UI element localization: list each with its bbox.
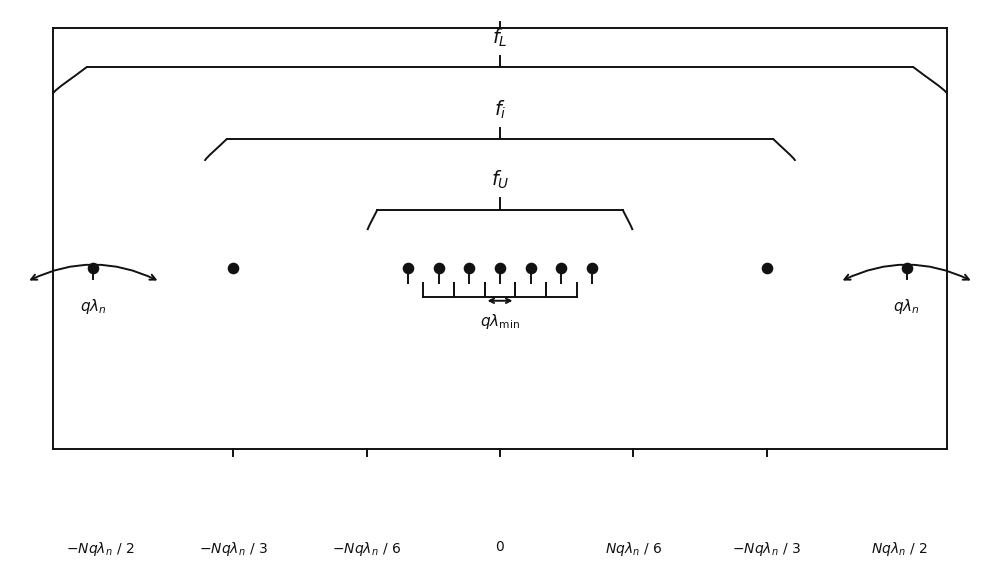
Point <box>759 264 775 273</box>
Text: $0$: $0$ <box>495 540 505 554</box>
Point <box>431 264 447 273</box>
Text: $q\lambda_n$: $q\lambda_n$ <box>80 297 107 316</box>
Point <box>461 264 477 273</box>
Text: $Nq\lambda_n\ /\ 6$: $Nq\lambda_n\ /\ 6$ <box>605 540 662 558</box>
Text: $-Nq\lambda_n\ /\ 3$: $-Nq\lambda_n\ /\ 3$ <box>732 540 801 558</box>
Text: $q\lambda_{\rm min}$: $q\lambda_{\rm min}$ <box>480 312 520 331</box>
Text: $f_i$: $f_i$ <box>494 99 506 121</box>
Point <box>553 264 569 273</box>
Text: $f_U$: $f_U$ <box>491 169 509 191</box>
Text: $q\lambda_n$: $q\lambda_n$ <box>893 297 920 316</box>
Text: $-Nq\lambda_n\ /\ 3$: $-Nq\lambda_n\ /\ 3$ <box>199 540 268 558</box>
Text: $-Nq\lambda_n\ /\ 2$: $-Nq\lambda_n\ /\ 2$ <box>66 540 134 558</box>
Text: $-Nq\lambda_n\ /\ 6$: $-Nq\lambda_n\ /\ 6$ <box>332 540 401 558</box>
Text: $f_L$: $f_L$ <box>492 26 508 49</box>
Point <box>85 264 101 273</box>
Point <box>584 264 600 273</box>
Point <box>523 264 539 273</box>
Point <box>492 264 508 273</box>
Text: $Nq\lambda_n\ /\ 2$: $Nq\lambda_n\ /\ 2$ <box>871 540 929 558</box>
Point <box>400 264 416 273</box>
Point <box>899 264 915 273</box>
Point <box>225 264 241 273</box>
